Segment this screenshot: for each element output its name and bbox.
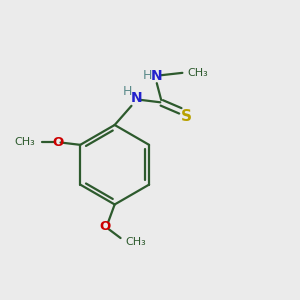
- Text: N: N: [131, 92, 142, 106]
- Text: N: N: [151, 69, 163, 83]
- Text: CH₃: CH₃: [15, 137, 35, 148]
- Text: S: S: [181, 109, 192, 124]
- Text: H: H: [123, 85, 132, 98]
- Text: CH₃: CH₃: [126, 237, 146, 247]
- Text: CH₃: CH₃: [188, 68, 208, 78]
- Text: O: O: [52, 136, 64, 149]
- Text: O: O: [100, 220, 111, 233]
- Text: H: H: [142, 69, 152, 82]
